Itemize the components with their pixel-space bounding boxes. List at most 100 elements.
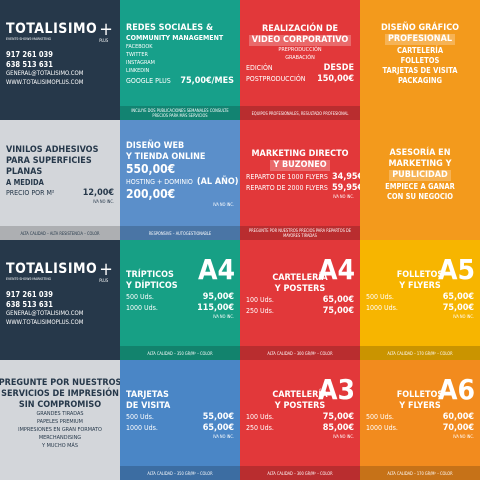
logo-text: TOTALISIMO EVENTS·SHOWS·MARKETING (6, 261, 97, 281)
tile-content: CARTELERÍA Y POSTERS 100 Uds. 75,00€ 250 Uds… (246, 366, 354, 462)
tile: PREGUNTE POR NUESTROS SERVICIOS DE IMPRES… (0, 360, 120, 480)
row-label: REPARTO DE 1000 FLYERS (246, 173, 328, 181)
logo: TOTALISIMO EVENTS·SHOWS·MARKETING + PLUS (6, 258, 114, 283)
subheading: COMMUNITY MANAGEMENT (126, 33, 224, 42)
item: TWITTER (126, 51, 148, 58)
row-label: 500 Uds. (126, 412, 154, 421)
heading: PLANAS (6, 166, 43, 177)
price-row: 500 Uds. 55,00€ (126, 412, 234, 422)
row-label: EDICIÓN (246, 64, 273, 72)
heading: VINILOS ADHESIVOS (6, 144, 99, 155)
row-value: 150,00€ (317, 74, 354, 84)
row-label: 1000 Uds. (126, 423, 158, 432)
logo-sub: PLUS (99, 277, 109, 283)
price-row: EDICIÓN DESDE (246, 63, 354, 73)
item: MERCHANDISING (38, 435, 82, 441)
heading: DISEÑO WEB (126, 141, 185, 151)
item: IMPRESIONES EN GRAN FORMATO (18, 427, 102, 433)
tile: FOLLETOS Y FLYERS 500 Uds. 65,00€ 1000 Uds. 7… (360, 240, 480, 360)
format-size: A5 (437, 253, 475, 286)
text: 638 513 631 (6, 299, 53, 309)
heading: SIN COMPROMISO (18, 400, 102, 410)
tile-content: TOTALISIMO EVENTS·SHOWS·MARKETING + PLUS 917… (6, 246, 114, 342)
price-row: 1000 Uds. 75,00€ (366, 303, 474, 313)
row-value: 95,00€ (202, 291, 234, 302)
tile: REDES SOCIALES & COMMUNITY MANAGEMENT FACE… (120, 0, 240, 120)
price-row: 500 Uds. 65,00€ (366, 292, 474, 302)
note: IVA NO INC. (453, 313, 474, 319)
tile-content: REDES SOCIALES & COMMUNITY MANAGEMENT FACE… (126, 6, 234, 102)
logo-tagline: EVENTS·SHOWS·MARKETING (6, 36, 52, 41)
text: CARTELERÍA (396, 46, 444, 55)
tile-content: CARTELERÍA Y POSTERS 100 Uds. 65,00€ 250 Uds… (246, 246, 354, 342)
price-row: 1000 Uds. 115,00€ (126, 303, 234, 313)
row-label: 500 Uds. (366, 292, 394, 301)
text: 917 261 039 (6, 49, 53, 59)
heading: REDES SOCIALES & (126, 22, 214, 33)
price-row: 100 Uds. 75,00€ (246, 412, 354, 422)
tile-content: FOLLETOS Y FLYERS 500 Uds. 65,00€ 1000 Uds. 7… (366, 246, 474, 342)
logo-plus-group: + PLUS (99, 258, 113, 283)
row-value: 12,00€ (82, 187, 114, 198)
item: PREPRODUCCIÓN (278, 47, 322, 53)
price-row: POSTPRODUCCIÓN 150,00€ (246, 74, 354, 84)
price-row: 1000 Uds. 65,00€ (126, 423, 234, 433)
heading: FOLLETOS (396, 269, 444, 280)
row-label: 100 Uds. (246, 295, 274, 304)
heading-band: Y BUZONEO (270, 160, 330, 171)
row-value: 65,00€ (322, 294, 354, 305)
item: LINKEDIN (126, 67, 150, 74)
row-value: 59,95€ (331, 183, 360, 193)
heading: MARKETING Y (388, 158, 452, 169)
row-label: 250 Uds. (246, 423, 274, 432)
row-label: 1000 Uds. (366, 303, 398, 312)
heading: REALIZACIÓN DE (261, 24, 339, 34)
contact: WWW.TOTALISIMOPLUS.COM (6, 318, 84, 326)
format-size: A6 (437, 373, 475, 406)
tile: FOLLETOS Y FLYERS 500 Uds. 60,00€ 1000 Uds. 7… (360, 360, 480, 480)
row-value: 75,00€ (442, 302, 474, 313)
price-row: 1000 Uds. 70,00€ (366, 423, 474, 433)
heading: DISEÑO GRÁFICO (380, 23, 460, 33)
row-label: GOOGLE PLUS (126, 76, 171, 85)
logo-sub: PLUS (99, 37, 109, 43)
row-value: 75,00€ (322, 411, 354, 422)
tile-content: REALIZACIÓN DE VIDEO CORPORATIVO PREPRODUC… (246, 6, 354, 102)
text: PACKAGING (397, 76, 443, 85)
heading-band: PUBLICIDAD (389, 169, 451, 181)
item: INSTAGRAM (126, 59, 155, 66)
tile-content: TARJETAS DE VISITA 500 Uds. 55,00€ 1000 Uds.… (126, 366, 234, 462)
heading: Y POSTERS (274, 400, 326, 411)
row-label: 500 Uds. (126, 292, 154, 301)
heading: DE VISITA (126, 400, 171, 411)
logo-plus: + (99, 258, 113, 280)
tile: DISEÑO GRÁFICO PROFESIONAL CARTELERÍA FOLLE… (360, 0, 480, 120)
contact: GENERAL@TOTALISIMO.COM (6, 69, 84, 77)
heading: MARKETING DIRECTO (251, 149, 349, 159)
text: A MEDIDA (6, 177, 44, 187)
tile-content: ASESORÍA EN MARKETING Y PUBLICIDAD EMPIECE … (366, 126, 474, 222)
logo-text: TOTALISIMO EVENTS·SHOWS·MARKETING (6, 21, 97, 41)
row-value: 115,00€ (197, 302, 234, 313)
heading: ASESORÍA EN (389, 147, 451, 158)
heading: SERVICIOS DE IMPRESIÓN (1, 389, 119, 399)
tile-footer: PREGUNTE POR NUESTROS PRECIOS PARA REPAR… (240, 226, 360, 240)
text: 638 513 631 (6, 59, 53, 69)
item: PAPELES PREMIUM (37, 419, 83, 425)
note: IVA NO INC. (213, 202, 234, 207)
price-row: 500 Uds. 95,00€ (126, 292, 234, 302)
tile-content: TOTALISIMO EVENTS·SHOWS·MARKETING + PLUS 917… (6, 6, 114, 102)
tile-footer: INCLUYE DOS PUBLICACIONES SEMANALES CONS… (120, 106, 240, 120)
row-value: 55,00€ (202, 411, 234, 422)
heading: Y DÍPTICOS (126, 280, 178, 291)
tile: TRÍPTICOS Y DÍPTICOS 500 Uds. 95,00€ 1000 Ud… (120, 240, 240, 360)
price-row: 500 Uds. 60,00€ (366, 412, 474, 422)
format-size: A4 (317, 253, 355, 286)
text: FOLLETOS (400, 56, 440, 65)
price-row: 250 Uds. 85,00€ (246, 423, 354, 433)
item: Y MUCHO MÁS (42, 443, 78, 449)
tile: TOTALISIMO EVENTS·SHOWS·MARKETING + PLUS 917… (0, 0, 120, 120)
text: CON SU NEGOCIO (386, 191, 454, 201)
note: IVA NO INC. (93, 198, 114, 204)
